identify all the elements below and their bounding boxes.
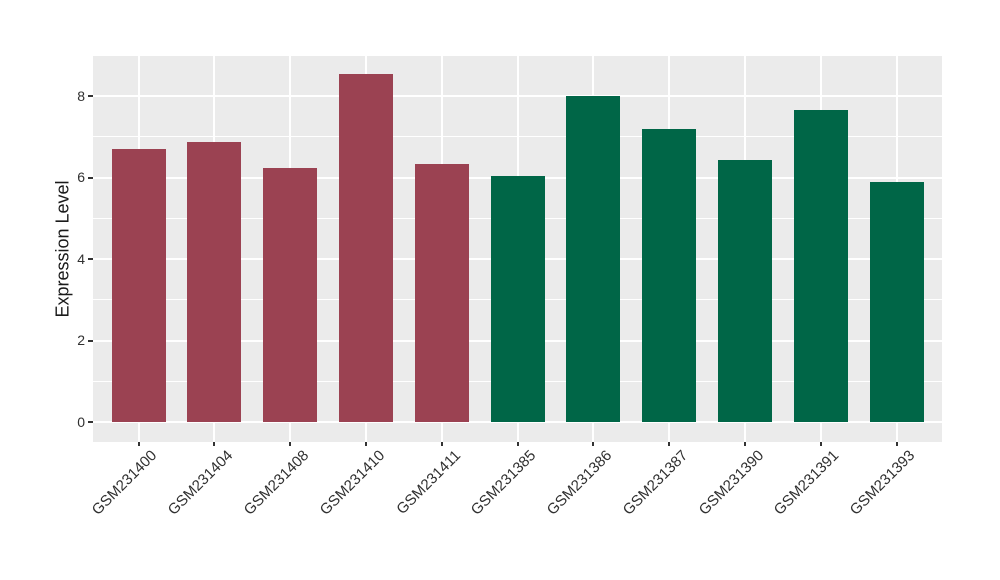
plot-panel (93, 56, 942, 442)
y-tick-mark-6 (88, 176, 93, 179)
x-tick-label-GSM231410: GSM231410 (316, 447, 388, 519)
x-tick-label-GSM231411: GSM231411 (392, 447, 464, 518)
bar-GSM231386 (566, 95, 621, 422)
y-tick-label-4: 4 (77, 250, 85, 267)
x-tick-mark-GSM231393 (895, 442, 898, 446)
bar-GSM231393 (869, 181, 924, 422)
bar-GSM231400 (111, 148, 166, 422)
y-tick-label-8: 8 (77, 87, 85, 104)
x-tick-label-GSM231404: GSM231404 (164, 447, 237, 519)
y-tick-mark-2 (88, 339, 93, 342)
x-tick-mark-GSM231390 (743, 442, 746, 446)
bar-GSM231411 (414, 164, 469, 422)
y-tick-label-2: 2 (77, 332, 85, 348)
y-tick-mark-8 (88, 95, 93, 97)
bar-GSM231408 (263, 168, 318, 422)
x-tick-mark-GSM231400 (137, 442, 140, 446)
x-tick-label-GSM231387: GSM231387 (619, 447, 692, 519)
x-tick-label-GSM231391: GSM231391 (771, 447, 843, 519)
x-tick-mark-GSM231391 (819, 442, 822, 446)
x-tick-label-GSM231390: GSM231390 (695, 447, 767, 519)
x-tick-label-GSM231393: GSM231393 (846, 447, 919, 519)
bar-GSM231404 (187, 142, 242, 422)
y-tick-mark-4 (88, 258, 93, 260)
bar-GSM231410 (338, 74, 393, 422)
x-tick-label-GSM231386: GSM231386 (543, 447, 616, 519)
y-tick-label-6: 6 (77, 169, 85, 185)
bar-GSM231387 (642, 129, 697, 422)
x-tick-mark-GSM231410 (364, 442, 367, 446)
x-tick-label-GSM231408: GSM231408 (240, 447, 313, 519)
x-tick-mark-GSM231411 (440, 442, 443, 446)
y-tick-label-0: 0 (77, 413, 85, 430)
x-tick-label-GSM231385: GSM231385 (467, 447, 540, 519)
x-tick-mark-GSM231385 (516, 442, 519, 446)
y-tick-mark-0 (88, 421, 93, 423)
x-tick-mark-GSM231386 (592, 442, 595, 446)
bar-GSM231385 (490, 175, 545, 422)
bar-GSM231391 (793, 109, 848, 422)
y-axis-title: Expression Level (52, 180, 73, 318)
x-tick-label-GSM231400: GSM231400 (88, 447, 161, 519)
x-tick-mark-GSM231408 (289, 442, 292, 446)
x-tick-mark-GSM231387 (668, 442, 671, 446)
bar-GSM231390 (717, 159, 772, 422)
x-tick-mark-GSM231404 (213, 442, 216, 446)
